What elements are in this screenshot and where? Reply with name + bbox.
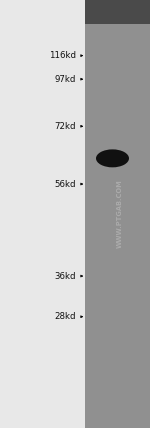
Text: 28kd: 28kd <box>54 312 76 321</box>
Bar <box>85 0 150 428</box>
Text: 72kd: 72kd <box>54 122 76 131</box>
Bar <box>0 0 85 428</box>
Text: 56kd: 56kd <box>54 179 76 189</box>
Text: 97kd: 97kd <box>54 74 76 84</box>
Text: 116kd: 116kd <box>49 51 76 60</box>
Text: WWW.PTGAB.COM: WWW.PTGAB.COM <box>117 180 123 248</box>
Text: 36kd: 36kd <box>54 271 76 281</box>
Bar <box>85 0 150 24</box>
Ellipse shape <box>96 149 129 167</box>
